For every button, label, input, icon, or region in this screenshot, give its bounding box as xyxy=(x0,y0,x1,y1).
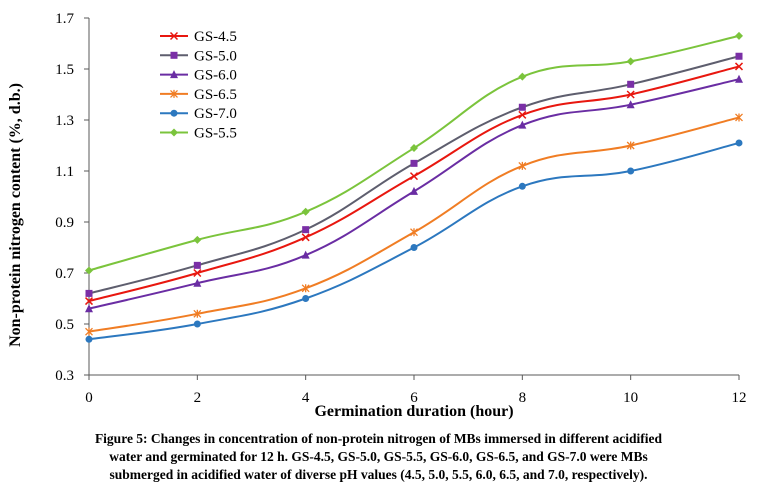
line-chart: Non-protein nitrogen content (%, d.b.) G… xyxy=(7,11,747,420)
data-point-gs-6-5 xyxy=(85,327,93,336)
legend-item-gs-7-0: GS-7.0 xyxy=(160,106,237,122)
legend-label: GS-6.0 xyxy=(194,68,237,84)
x-tick-label: 8 xyxy=(519,390,527,406)
data-point-gs-6-0 xyxy=(301,250,310,259)
data-point-gs-6-0 xyxy=(626,100,635,109)
data-point-gs-5-5 xyxy=(626,57,635,66)
data-point-gs-5-5 xyxy=(85,266,93,275)
legend-marker xyxy=(170,51,178,59)
x-tick-label: 2 xyxy=(194,390,202,406)
legend-label: GS-4.5 xyxy=(194,29,237,45)
series-gs-5-0 xyxy=(85,52,743,297)
series-gs-6-5 xyxy=(85,113,743,336)
legend-marker xyxy=(170,70,178,79)
data-point-gs-5-5 xyxy=(518,72,527,81)
legend-item-gs-6-0: GS-6.0 xyxy=(160,68,237,84)
y-tick-label: 0.7 xyxy=(55,266,74,282)
x-tick-label: 10 xyxy=(623,390,638,406)
series-gs-7-0 xyxy=(85,139,743,343)
legend-item-gs-5-0: GS-5.0 xyxy=(160,48,237,64)
y-tick-label: 1.3 xyxy=(55,113,74,129)
data-point-gs-6-5 xyxy=(301,284,310,293)
legend-item-gs-6-5: GS-6.5 xyxy=(160,87,237,103)
data-point-gs-7-0 xyxy=(302,295,310,302)
data-point-gs-5-5 xyxy=(735,31,743,40)
x-tick-label: 0 xyxy=(85,390,93,406)
data-point-gs-6-0 xyxy=(735,74,743,83)
y-tick-label: 1.5 xyxy=(55,62,74,78)
caption-line-3: submerged in acidified water of diverse … xyxy=(109,467,648,482)
data-point-gs-4-5 xyxy=(734,62,744,71)
data-point-gs-4-5 xyxy=(409,172,419,181)
y-tick-label: 0.9 xyxy=(55,215,74,231)
data-point-gs-6-5 xyxy=(410,228,418,237)
data-point-gs-4-5 xyxy=(301,233,310,242)
caption-line-1: Figure 5: Changes in concentration of no… xyxy=(94,431,663,446)
series-gs-5-5 xyxy=(85,31,743,275)
series-gs-4-5 xyxy=(84,62,744,306)
figure-caption: Figure 5: Changes in concentration of no… xyxy=(8,430,749,484)
data-point-gs-5-0 xyxy=(735,52,743,60)
series-line-gs-7-0 xyxy=(88,141,740,341)
data-point-gs-5-0 xyxy=(85,289,93,297)
x-tick-label: 6 xyxy=(410,390,418,406)
series-layer xyxy=(84,31,744,343)
legend: GS-4.5 GS-5.0 GS-6.0 GS-6.5 GS-7.0 GS-5.5 xyxy=(160,29,237,142)
y-tick-label: 1.7 xyxy=(55,11,74,27)
data-point-gs-5-0 xyxy=(193,261,201,269)
data-point-gs-5-5 xyxy=(301,207,310,216)
data-point-gs-7-0 xyxy=(735,139,743,147)
y-tick-label: 0.3 xyxy=(55,368,74,384)
data-point-gs-6-0 xyxy=(85,304,93,313)
y-tick-label: 1.1 xyxy=(55,164,74,180)
data-point-gs-5-0 xyxy=(627,80,635,88)
legend-marker xyxy=(169,31,179,41)
legend-label: GS-5.5 xyxy=(194,126,237,142)
data-point-gs-7-0 xyxy=(627,167,635,175)
legend-marker xyxy=(170,128,178,137)
data-point-gs-5-0 xyxy=(410,159,418,167)
legend-item-gs-4-5: GS-4.5 xyxy=(160,29,237,45)
y-axis-title: Non-protein nitrogen content (%, d.b.) xyxy=(7,83,24,347)
data-point-gs-6-5 xyxy=(518,161,527,170)
x-tick-label: 4 xyxy=(302,390,310,406)
data-point-gs-7-0 xyxy=(410,244,418,251)
data-point-gs-4-5 xyxy=(626,90,635,99)
legend-marker xyxy=(170,89,178,98)
data-point-gs-5-5 xyxy=(410,144,418,153)
legend-label: GS-5.0 xyxy=(194,48,237,64)
data-point-gs-6-5 xyxy=(626,141,635,150)
y-tick-label: 0.5 xyxy=(55,317,74,333)
data-point-gs-6-0 xyxy=(193,278,202,287)
data-point-gs-6-5 xyxy=(735,113,743,122)
data-point-gs-7-0 xyxy=(85,335,93,343)
x-tick-label: 12 xyxy=(732,390,747,406)
data-point-gs-5-0 xyxy=(302,226,310,234)
legend-label: GS-7.0 xyxy=(194,106,237,122)
y-axis-title-group: Non-protein nitrogen content (%, d.b.) xyxy=(7,83,24,347)
data-point-gs-5-0 xyxy=(518,103,526,111)
data-point-gs-6-5 xyxy=(193,309,202,318)
data-point-gs-5-5 xyxy=(193,235,202,244)
data-point-gs-6-0 xyxy=(410,186,418,195)
legend-marker xyxy=(170,109,178,117)
data-point-gs-4-5 xyxy=(518,110,527,119)
legend-item-gs-5-5: GS-5.5 xyxy=(160,126,237,142)
caption-line-2: water and germinated for 12 h. GS-4.5, G… xyxy=(109,449,648,464)
data-point-gs-7-0 xyxy=(193,320,201,328)
data-point-gs-4-5 xyxy=(193,268,202,278)
legend-label: GS-6.5 xyxy=(194,87,237,103)
data-point-gs-4-5 xyxy=(84,297,94,306)
x-axis-title: Germination duration (hour) xyxy=(314,403,513,420)
data-point-gs-6-0 xyxy=(518,120,527,129)
data-point-gs-7-0 xyxy=(518,182,526,190)
axes: 0.3 0.5 0.7 0.9 1.1 1.3 1.5 1.7 0 2 4 6 8 10 12 xyxy=(55,11,746,406)
series-gs-6-0 xyxy=(85,74,743,313)
